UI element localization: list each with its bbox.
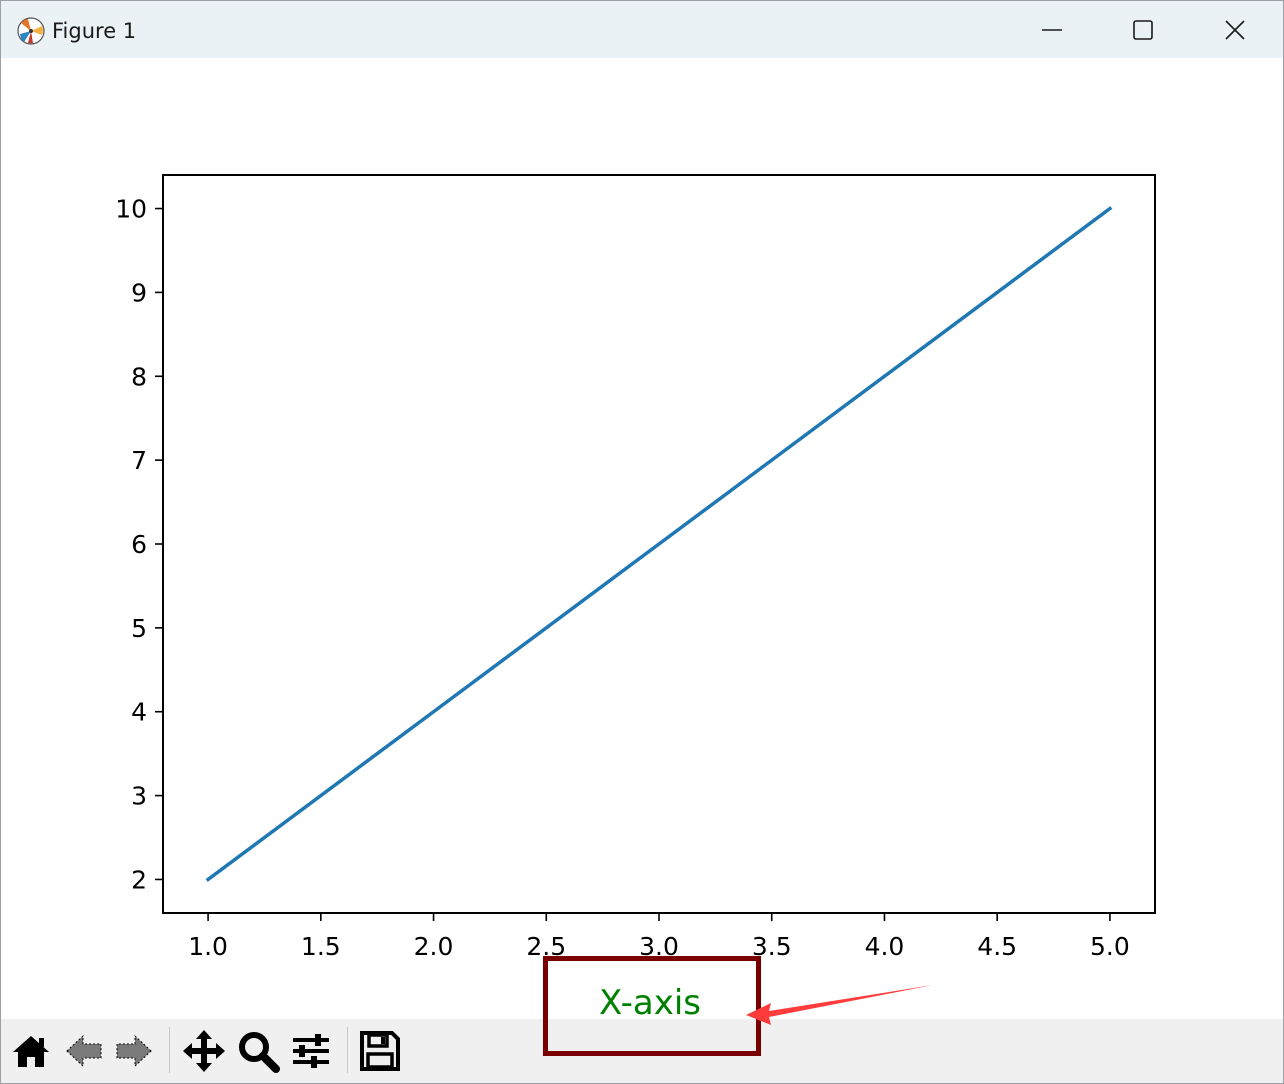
x-tick-label: 1.0	[188, 932, 228, 961]
pan-button[interactable]	[181, 1027, 227, 1075]
zoom-button[interactable]	[235, 1027, 281, 1075]
y-tick-label: 9	[131, 278, 147, 307]
y-tick-label: 6	[131, 530, 147, 559]
y-tick-label: 2	[131, 865, 147, 894]
xlabel-highlight-box	[543, 956, 761, 1056]
x-tick-label: 4.5	[977, 932, 1017, 961]
close-button[interactable]	[1189, 1, 1281, 58]
x-tick-label: 2.0	[414, 932, 454, 961]
floppy-disk-icon	[360, 1031, 400, 1071]
minimize-button[interactable]	[1006, 1, 1098, 58]
close-icon	[1225, 19, 1245, 40]
sliders-icon	[293, 1034, 329, 1068]
x-tick-label: 4.0	[865, 932, 905, 961]
y-tick-label: 5	[131, 614, 147, 643]
y-tick-label: 10	[115, 195, 147, 224]
forward-arrow-icon	[116, 1034, 152, 1068]
home-button[interactable]	[8, 1027, 54, 1075]
title-bar[interactable]: Figure 1	[1, 1, 1283, 58]
back-arrow-icon	[66, 1034, 102, 1068]
forward-button[interactable]	[111, 1027, 157, 1075]
y-tick-label: 7	[131, 446, 147, 475]
home-icon	[13, 1036, 49, 1067]
figure-canvas[interactable]	[1, 58, 1283, 1019]
maximize-icon	[1133, 19, 1153, 40]
magnifier-icon	[239, 1032, 280, 1073]
move-icon	[183, 1030, 225, 1072]
x-tick-label: 5.0	[1090, 932, 1130, 961]
y-tick-label: 3	[131, 782, 147, 811]
x-axis-label: X-axis	[599, 983, 701, 1023]
back-button[interactable]	[61, 1027, 107, 1075]
y-tick-label: 8	[131, 362, 147, 391]
annotation-arrow-shape	[746, 985, 933, 1025]
configure-subplots-button[interactable]	[288, 1027, 334, 1075]
window-title: Figure 1	[52, 19, 137, 43]
toolbar-separator	[347, 1027, 348, 1073]
toolbar-separator	[169, 1027, 170, 1073]
x-tick-label: 1.5	[301, 932, 341, 961]
series-line	[205, 206, 1113, 882]
save-button[interactable]	[357, 1027, 403, 1075]
matplotlib-logo-icon	[17, 17, 45, 45]
y-tick-label: 4	[131, 698, 147, 727]
minimize-icon	[1042, 28, 1062, 31]
maximize-button[interactable]	[1097, 1, 1189, 58]
